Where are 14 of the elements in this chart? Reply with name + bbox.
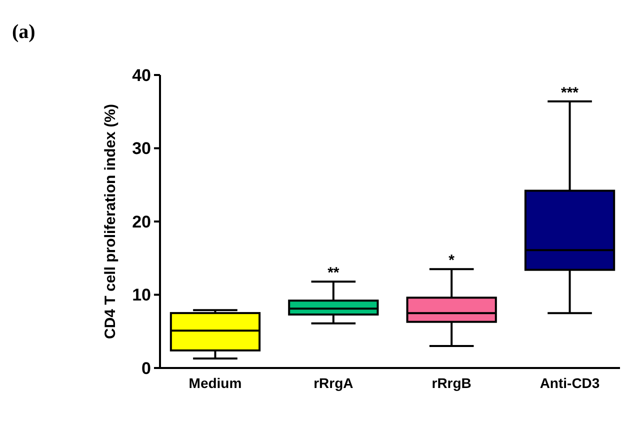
annotation: * — [448, 252, 455, 270]
x-tick-label: rRrgA — [314, 375, 354, 391]
annotation: ** — [328, 264, 340, 282]
y-tick-label: 10 — [132, 286, 151, 305]
y-axis-title: CD4 T cell proliferation index (%) — [102, 104, 119, 340]
y-tick-label: 40 — [132, 66, 151, 85]
x-tick-label: Anti-CD3 — [540, 375, 600, 391]
x-tick-label: rRrgB — [432, 375, 472, 391]
annotation: *** — [561, 84, 579, 102]
y-tick-label: 30 — [132, 139, 151, 158]
y-tick-label: 0 — [142, 358, 151, 378]
x-tick-label: Medium — [188, 375, 242, 391]
y-tick-label: 20 — [132, 212, 151, 232]
text: (a) — [12, 21, 36, 43]
